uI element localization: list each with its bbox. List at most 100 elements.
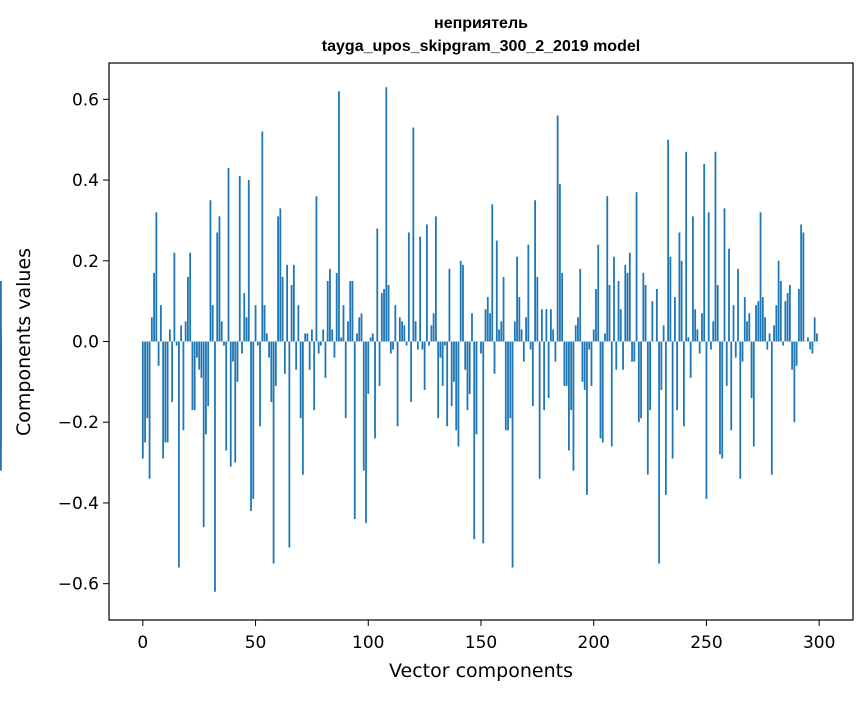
bar-196 <box>584 342 586 390</box>
bar-109 <box>388 285 390 342</box>
bar-5 <box>153 273 155 342</box>
bar-203 <box>600 342 602 439</box>
bar-40 <box>232 342 234 362</box>
bar-172 <box>530 342 532 350</box>
bar-244 <box>692 216 694 341</box>
bar-290 <box>796 342 798 366</box>
bar-193 <box>577 317 579 341</box>
bar-234 <box>669 257 671 342</box>
bar-272 <box>755 305 757 341</box>
bar-219 <box>636 192 638 341</box>
bar-276 <box>764 317 766 341</box>
bar-35 <box>221 321 223 341</box>
bar-185 <box>559 184 561 341</box>
bar-92 <box>349 281 351 342</box>
bar-271 <box>753 342 755 447</box>
bar-147 <box>473 342 475 540</box>
bar-243 <box>690 342 692 378</box>
bar-164 <box>512 342 514 568</box>
bar-204 <box>602 342 604 443</box>
bar-116 <box>403 325 405 341</box>
bar-258 <box>724 208 726 341</box>
bar-28 <box>205 342 207 435</box>
bar-237 <box>676 342 678 411</box>
bar-189 <box>568 342 570 451</box>
bar-152 <box>485 309 487 341</box>
bar-89 <box>343 305 345 341</box>
y-axis-ticks: −0.6−0.4−0.20.00.20.40.6 <box>58 90 109 594</box>
bar-148 <box>476 342 478 435</box>
bar-57 <box>270 342 272 403</box>
chart-title: неприятель <box>434 15 528 32</box>
y-tick-label: 0.6 <box>72 90 99 110</box>
chart-subtitle: tayga_upos_skipgram_300_2_2019 model <box>322 38 640 55</box>
bar-238 <box>679 233 681 342</box>
bar-277 <box>766 342 768 350</box>
bar-297 <box>812 342 814 354</box>
bar-253 <box>712 321 714 341</box>
bar-273 <box>757 301 759 341</box>
bar-268 <box>746 321 748 341</box>
bar-232 <box>665 342 667 495</box>
bar-194 <box>579 269 581 342</box>
bar-205 <box>604 333 606 341</box>
bar-117 <box>406 342 408 346</box>
bar-179 <box>545 309 547 341</box>
bar-14 <box>173 253 175 342</box>
bar-202 <box>597 245 599 342</box>
bar-285 <box>784 301 786 341</box>
bar-77 <box>316 196 318 341</box>
bar-85 <box>334 342 336 358</box>
bar-94 <box>354 342 356 520</box>
bar-0 <box>142 342 144 459</box>
bar-200 <box>593 329 595 341</box>
bar-136 <box>449 269 451 342</box>
bar-150 <box>480 342 482 354</box>
bar-76 <box>313 342 315 411</box>
bar-60 <box>277 216 279 341</box>
bar-158 <box>498 329 500 341</box>
bar-261 <box>730 342 732 431</box>
bar-286 <box>787 293 789 341</box>
bar-72 <box>304 333 306 341</box>
bar-206 <box>606 196 608 341</box>
bar-180 <box>548 342 550 399</box>
bar-125 <box>424 342 426 390</box>
bar-58 <box>273 342 275 564</box>
bar-240 <box>683 342 685 427</box>
y-tick-label: 0.4 <box>72 171 99 191</box>
bar-288 <box>791 342 793 370</box>
bar-49 <box>252 342 254 499</box>
bar-211 <box>618 281 620 342</box>
bar-182 <box>552 329 554 341</box>
bar-39 <box>230 342 232 467</box>
bar-86 <box>336 273 338 342</box>
bar-126 <box>426 224 428 341</box>
bar-27 <box>203 342 205 528</box>
bar-262 <box>733 305 735 341</box>
bar-208 <box>611 342 613 447</box>
bar-12 <box>169 329 171 341</box>
bar-170 <box>525 317 527 341</box>
bar-29 <box>207 342 209 407</box>
bar-264 <box>737 269 739 342</box>
bar-284 <box>782 342 784 346</box>
bar-79 <box>320 342 322 346</box>
x-tick-label: 300 <box>803 633 835 653</box>
bar-187 <box>564 342 566 386</box>
bar-250 <box>706 342 708 499</box>
bar-267 <box>744 297 746 341</box>
bar-220 <box>638 342 640 423</box>
bar-2 <box>146 342 148 419</box>
bar-51 <box>257 342 259 346</box>
bar-293 <box>803 233 805 342</box>
bar-242 <box>688 337 690 341</box>
bar-291 <box>798 289 800 341</box>
bar-299 <box>816 333 818 341</box>
bar-282 <box>778 261 780 342</box>
bar-298 <box>814 317 816 341</box>
bar-52 <box>259 342 261 427</box>
bar-257 <box>721 342 723 459</box>
